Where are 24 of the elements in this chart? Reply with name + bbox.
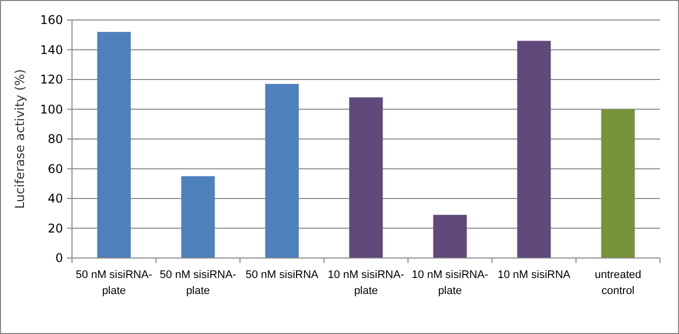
bar	[97, 32, 131, 258]
y-tick-label: 60	[48, 162, 63, 176]
y-axis-title: Luciferase activity (%)	[12, 69, 27, 209]
x-tick-label: 10 nM sisiRNA- plate	[412, 269, 489, 297]
y-tick-label: 160	[40, 13, 63, 28]
y-tick-label: 0	[55, 251, 63, 266]
x-tick-label: untreated control	[594, 269, 642, 297]
bar	[601, 109, 635, 258]
y-tick-label: 120	[40, 72, 63, 87]
bar	[433, 214, 467, 258]
x-tick-label: 50 nM sisiRNA- plate	[76, 269, 153, 297]
y-tick-label: 20	[48, 221, 63, 236]
bar	[517, 40, 551, 258]
y-tick-label: 140	[40, 42, 63, 57]
x-tick-label: 50 nM sisiRNA- plate	[160, 269, 237, 297]
y-tick-label: 80	[48, 132, 63, 146]
bar	[181, 176, 215, 258]
y-tick-label: 40	[48, 192, 63, 206]
bar	[265, 84, 299, 258]
y-tick-label: 100	[40, 102, 63, 116]
x-tick-label: 10 nM sisiRNA- plate	[328, 269, 405, 297]
bar	[349, 97, 383, 258]
x-tick-label: 10 nM sisiRNA	[498, 269, 572, 281]
x-tick-label: 50 nM sisiRNA	[246, 269, 320, 281]
